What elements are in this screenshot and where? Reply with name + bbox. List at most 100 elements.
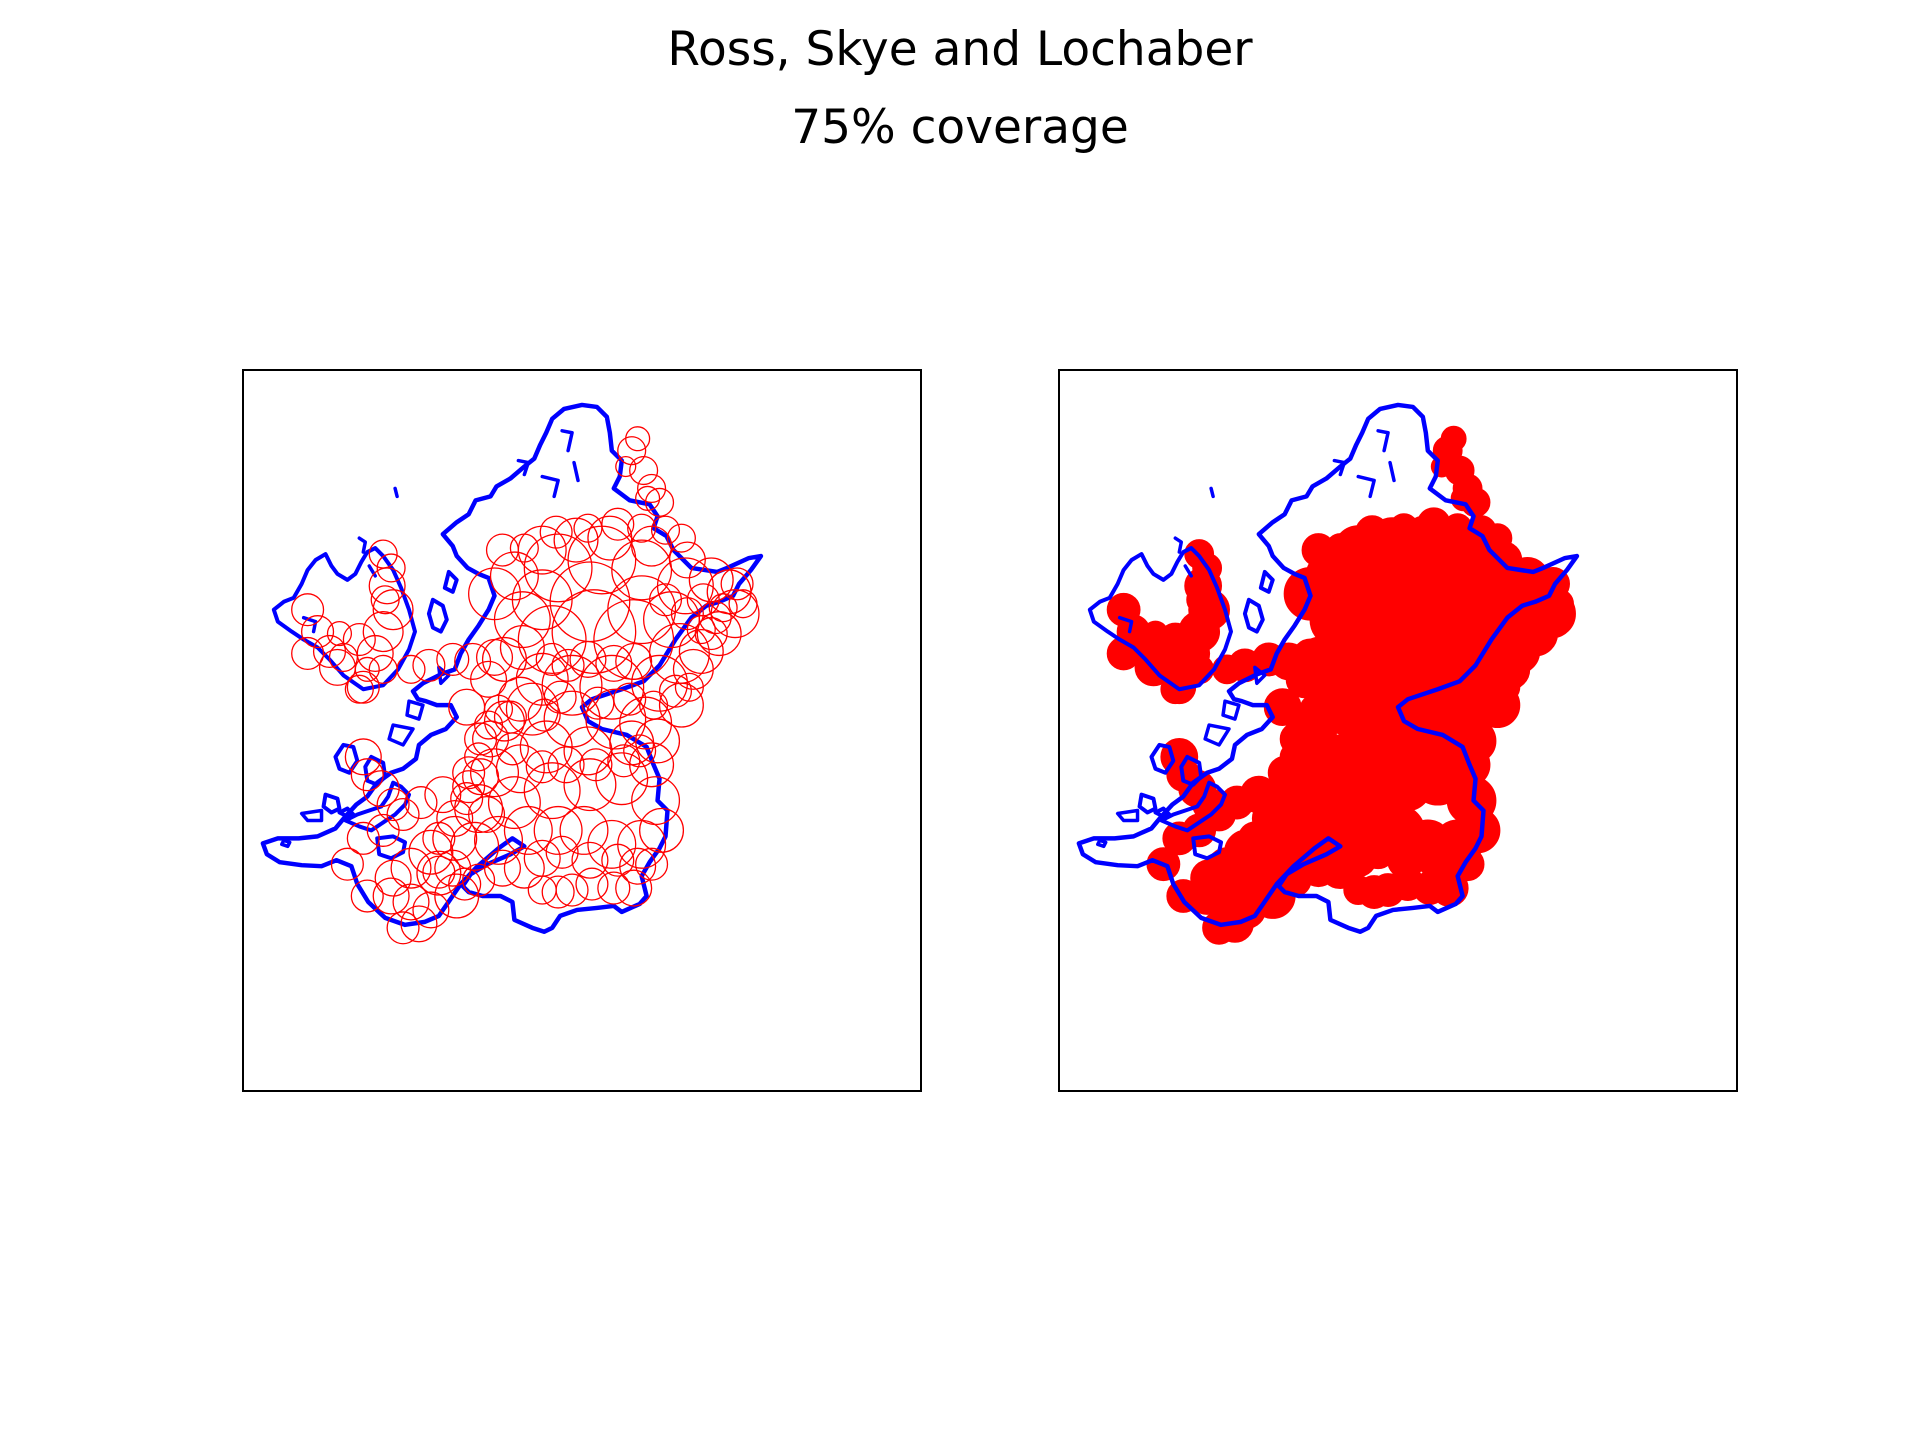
coverage-circle-left-137 bbox=[541, 875, 575, 909]
coverage-circle-right-160 bbox=[1325, 533, 1356, 563]
coverage-circle-left-60 bbox=[559, 805, 609, 855]
coverage-circle-right-139 bbox=[1279, 741, 1310, 772]
coverage-circle-left-130 bbox=[601, 843, 635, 877]
coast-fragment-right-5-top bbox=[1209, 486, 1215, 499]
coverage-circle-left-61 bbox=[533, 805, 583, 855]
coverage-circle-right-148 bbox=[1438, 733, 1473, 768]
coast-fragment-left-4 bbox=[367, 564, 377, 578]
coverage-circle-left-106 bbox=[291, 593, 325, 627]
coverage-circle-left-4 bbox=[615, 455, 637, 478]
coverage-circle-left-104 bbox=[318, 648, 356, 686]
coverage-circle-left-172 bbox=[527, 698, 561, 732]
coverage-circle-left-124 bbox=[462, 863, 496, 897]
coast-fragment-left-10 bbox=[387, 723, 415, 747]
island-coastline-left-4 bbox=[333, 742, 360, 775]
coverage-circle-left-101 bbox=[368, 654, 398, 684]
coverage-circle-left-147 bbox=[607, 744, 641, 778]
coverage-circle-left-21 bbox=[579, 654, 645, 720]
coverage-circle-left-5 bbox=[644, 487, 675, 517]
coverage-circle-left-177 bbox=[674, 672, 704, 702]
coverage-circle-left-117 bbox=[326, 620, 353, 647]
coverage-circle-left-159 bbox=[485, 533, 520, 567]
coverage-circle-left-77 bbox=[330, 847, 364, 881]
coverage-circle-left-49 bbox=[470, 748, 520, 798]
coverage-circle-left-40 bbox=[696, 611, 742, 657]
coverage-circle-right-177 bbox=[1490, 672, 1521, 703]
coverage-circle-left-152 bbox=[551, 648, 585, 682]
coverage-circle-left-32 bbox=[517, 525, 567, 575]
coverage-circle-left-114 bbox=[342, 622, 376, 657]
coast-fragment-right-9-top bbox=[1221, 699, 1241, 721]
coverage-circle-left-86 bbox=[497, 676, 543, 722]
coast-fragment-right-8-top bbox=[1332, 458, 1347, 477]
coverage-circle-left-134 bbox=[597, 871, 631, 905]
coverage-circle-left-135 bbox=[575, 867, 609, 901]
coast-fragment-left-1 bbox=[280, 838, 292, 849]
island-coastline-left-6 bbox=[321, 792, 342, 815]
coverage-circle-left-120 bbox=[450, 782, 484, 816]
coverage-circle-left-158 bbox=[686, 615, 716, 645]
coverage-circle-left-93 bbox=[454, 642, 492, 680]
coverage-circle-left-28 bbox=[499, 624, 545, 671]
coverage-circle-left-140 bbox=[473, 710, 504, 740]
coverage-circle-left-111 bbox=[370, 585, 400, 615]
coast-fragment-right-6-top bbox=[1253, 665, 1267, 686]
coverage-circle-left-128 bbox=[545, 835, 579, 869]
coverage-circle-right-145 bbox=[1363, 745, 1401, 784]
coverage-circle-left-167 bbox=[694, 617, 728, 651]
figure-title: Ross, Skye and Lochaber bbox=[667, 22, 1253, 77]
coverage-circle-left-141 bbox=[483, 694, 514, 724]
coverage-circle-right-142 bbox=[1309, 700, 1344, 734]
coverage-circle-left-26 bbox=[585, 688, 647, 750]
coverage-circle-left-22 bbox=[541, 654, 603, 716]
coverage-circle-left-151 bbox=[569, 640, 607, 678]
coverage-circle-left-81 bbox=[404, 786, 438, 820]
island-coastline-right-6-top bbox=[1137, 792, 1158, 815]
coverage-circle-left-131 bbox=[619, 847, 657, 885]
coverage-circle-right-172 bbox=[1343, 698, 1378, 732]
island-coastline-right-4-top bbox=[1149, 742, 1176, 775]
coast-fragment-right-12-top bbox=[1388, 460, 1396, 483]
mainland-coastline-right-top bbox=[1076, 402, 1580, 935]
coverage-circle-right-180 bbox=[1237, 855, 1272, 890]
coverage-circle-left-43 bbox=[658, 682, 704, 728]
coverage-circle-left-12 bbox=[607, 575, 677, 645]
coast-fragment-right-0-top bbox=[1115, 808, 1140, 823]
coverage-circle-left-108 bbox=[350, 758, 384, 792]
coverage-circle-left-29 bbox=[481, 636, 527, 682]
coverage-circle-left-82 bbox=[424, 776, 462, 814]
island-coastline-right-8-top bbox=[1258, 569, 1275, 594]
coverage-circle-left-163 bbox=[601, 507, 635, 541]
coverage-circle-right-143 bbox=[1311, 731, 1346, 766]
island-coastline-right-7-top bbox=[1242, 597, 1265, 634]
coverage-circle-left-132 bbox=[635, 847, 669, 881]
coverage-circle-left-170 bbox=[728, 589, 758, 619]
coverage-circle-right-167 bbox=[1510, 616, 1545, 651]
coverage-circle-left-18 bbox=[593, 599, 675, 680]
coverage-circle-left-113 bbox=[368, 539, 398, 569]
coverage-circle-left-109 bbox=[362, 770, 400, 808]
coverage-circle-right-110 bbox=[1192, 787, 1227, 822]
coverage-circle-right-6 bbox=[1450, 485, 1477, 512]
coverage-circle-left-176 bbox=[658, 674, 692, 708]
coverage-circle-left-67 bbox=[390, 847, 432, 889]
island-coastline-left-5 bbox=[363, 754, 388, 787]
coverage-circle-left-118 bbox=[462, 758, 500, 796]
coverage-circle-left-160 bbox=[509, 533, 539, 563]
coast-fragment-right-3-top bbox=[1173, 536, 1184, 554]
coast-fragment-right-7-top bbox=[1356, 474, 1376, 499]
island-coastline-left-1 bbox=[343, 780, 412, 833]
coverage-circle-left-68 bbox=[374, 859, 412, 897]
coverage-circle-left-55 bbox=[629, 742, 675, 788]
coverage-circle-left-44 bbox=[635, 718, 681, 764]
coverage-circle-left-165 bbox=[650, 515, 681, 545]
coverage-circle-left-17 bbox=[551, 589, 637, 674]
coast-fragment-left-5 bbox=[393, 486, 399, 499]
coast-fragment-left-7 bbox=[540, 474, 560, 499]
coverage-circle-right-153 bbox=[1351, 642, 1386, 677]
map-canvas-right bbox=[1076, 402, 1580, 945]
coverage-circle-left-150 bbox=[595, 644, 633, 682]
coverage-circle-left-58 bbox=[617, 819, 667, 869]
coverage-circle-left-129 bbox=[571, 841, 609, 879]
coverage-circle-left-179 bbox=[291, 636, 325, 671]
